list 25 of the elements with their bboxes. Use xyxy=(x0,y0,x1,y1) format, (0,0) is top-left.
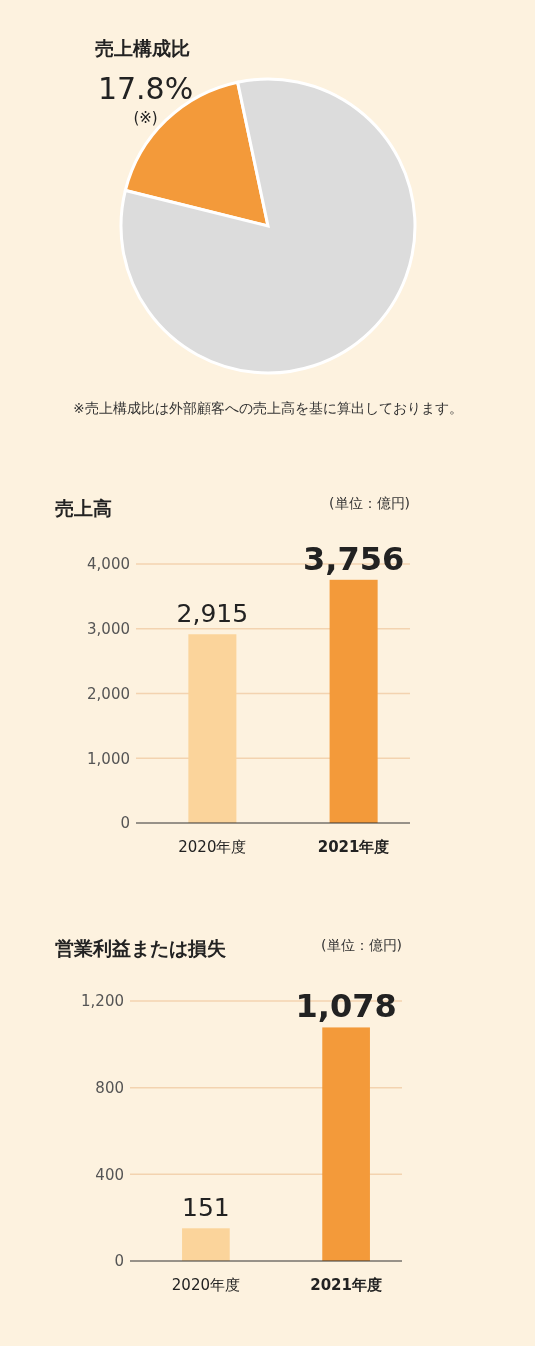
text: (単位：億円) xyxy=(321,937,402,953)
data-label: 1,078 xyxy=(295,987,397,1026)
text: ※売上構成比は外部顧客への売上高を基に算出しております。 xyxy=(73,400,463,416)
x-tick-label: 2021年度 xyxy=(310,1275,382,1294)
chart-title: 売上構成比 xyxy=(95,37,190,59)
y-tick-label: 4,000 xyxy=(87,555,130,574)
y-tick-label: 0 xyxy=(120,814,130,833)
chart-title: 売上高 xyxy=(55,497,112,519)
y-tick-label: 1,000 xyxy=(87,749,130,768)
y-tick-label: 1,200 xyxy=(81,992,124,1011)
x-tick-label: 2020年度 xyxy=(178,837,247,856)
x-tick-label: 2021年度 xyxy=(317,837,390,856)
x-tick-label: 2020年度 xyxy=(171,1275,240,1294)
text: (※) xyxy=(133,109,158,128)
text: (単位：億円) xyxy=(329,495,410,511)
y-tick-label: 800 xyxy=(95,1078,124,1097)
data-label: 17.8% xyxy=(97,71,194,107)
y-tick-label: 400 xyxy=(95,1165,124,1184)
chart-title: 営業利益または損失 xyxy=(55,937,226,959)
data-label: 2,915 xyxy=(176,599,249,629)
y-tick-label: 0 xyxy=(114,1252,124,1271)
y-tick-label: 2,000 xyxy=(87,684,130,703)
y-tick-label: 3,000 xyxy=(87,620,130,639)
data-label: 3,756 xyxy=(303,539,405,578)
data-label: 151 xyxy=(182,1193,230,1223)
